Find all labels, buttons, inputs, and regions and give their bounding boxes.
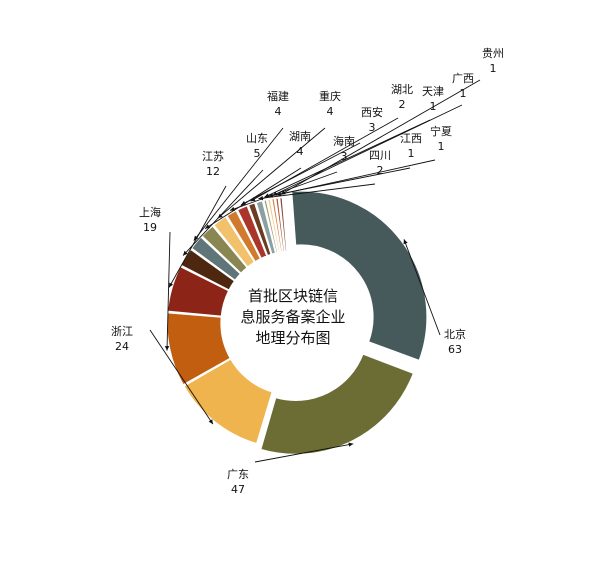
slice-label-重庆: 重庆 <box>319 89 341 103</box>
slice-value-山东: 5 <box>254 147 261 160</box>
arrowhead-湖北 <box>250 197 256 202</box>
center-title-line-3: 地理分布图 <box>255 329 330 347</box>
slice-江西 <box>267 198 281 254</box>
arrowhead-江西 <box>268 193 274 198</box>
slice-value-广西: 1 <box>460 87 467 100</box>
center-title: 首批区块链信 息服务备案企业 地理分布图 <box>240 287 345 347</box>
slice-label-天津: 天津 <box>422 85 444 98</box>
arrowhead-浙江 <box>208 419 213 425</box>
donut-slices <box>166 190 428 455</box>
slice-label-广东: 广东 <box>227 468 249 481</box>
slice-label-贵州: 贵州 <box>482 47 504 60</box>
slice-label-上海: 上海 <box>139 205 161 219</box>
slice-value-北京: 63 <box>448 343 462 356</box>
slice-label-福建: 福建 <box>267 89 289 103</box>
leader-宁夏 <box>276 159 436 196</box>
leader-贵州 <box>280 79 481 195</box>
slice-北京 <box>291 190 428 362</box>
slice-label-四川: 四川 <box>369 149 391 162</box>
slice-label-宁夏: 宁夏 <box>430 124 452 138</box>
slice-value-湖南: 4 <box>297 145 304 158</box>
leader-福建 <box>193 127 284 241</box>
slice-广西 <box>271 197 283 253</box>
slice-江苏 <box>166 265 230 317</box>
center-title-line-2: 息服务备案企业 <box>240 308 345 326</box>
arrowhead-上海 <box>164 346 170 351</box>
center-title-line-1: 首批区块链信 <box>248 287 338 305</box>
slice-value-浙江: 24 <box>115 340 129 353</box>
slice-浙江 <box>183 358 273 445</box>
slice-四川 <box>255 200 277 255</box>
leader-西安 <box>240 142 361 206</box>
leader-上海 <box>166 231 171 351</box>
arrowhead-北京 <box>403 239 408 245</box>
slice-value-广东: 47 <box>231 483 245 496</box>
slice-value-重庆: 4 <box>327 105 334 118</box>
leader-广西 <box>272 104 463 197</box>
slice-label-湖南: 湖南 <box>289 130 311 143</box>
arrowhead-宁夏 <box>276 191 282 197</box>
leader-广东 <box>254 443 354 463</box>
slice-天津 <box>263 199 279 254</box>
slice-山东 <box>180 248 236 291</box>
arrowhead-天津 <box>264 193 270 198</box>
slice-value-福建: 4 <box>275 105 282 118</box>
arrowhead-西安 <box>241 200 246 205</box>
arrowhead-广西 <box>272 191 278 196</box>
slice-label-北京: 北京 <box>444 327 466 341</box>
slice-label-海南: 海南 <box>333 134 355 148</box>
slice-label-西安: 西安 <box>361 105 383 119</box>
arrowhead-重庆 <box>217 213 223 219</box>
slice-贵州 <box>279 196 288 253</box>
slice-value-贵州: 1 <box>490 62 497 75</box>
slice-海南 <box>226 209 262 263</box>
slice-label-山东: 山东 <box>246 132 268 145</box>
slice-湖南 <box>201 225 248 275</box>
arrowhead-山东 <box>183 250 188 256</box>
leader-重庆 <box>217 127 326 219</box>
arrowhead-湖南 <box>205 224 211 229</box>
arrowhead-江苏 <box>168 282 174 288</box>
slice-value-湖北: 2 <box>399 98 406 111</box>
slice-value-江西: 1 <box>408 147 415 160</box>
leader-山东 <box>182 169 264 256</box>
leader-浙江 <box>149 329 214 425</box>
slice-label-广西: 广西 <box>452 72 474 85</box>
slice-label-江西: 江西 <box>400 132 422 145</box>
slice-label-湖北: 湖北 <box>391 83 413 96</box>
slice-value-宁夏: 1 <box>438 140 445 153</box>
slice-label-浙江: 浙江 <box>111 325 133 338</box>
slice-湖北 <box>247 202 272 257</box>
arrowhead-福建 <box>193 235 199 241</box>
slice-label-江苏: 江苏 <box>202 150 224 163</box>
arrowhead-贵州 <box>280 190 286 195</box>
arrowhead-广东 <box>348 442 354 447</box>
slice-value-海南: 3 <box>341 150 348 163</box>
arrowhead-四川 <box>258 195 264 201</box>
slice-福建 <box>190 236 242 282</box>
slice-value-四川: 2 <box>377 164 384 177</box>
leader-天津 <box>264 119 431 198</box>
leader-江苏 <box>168 185 227 288</box>
leader-湖北 <box>250 117 399 202</box>
arrowhead-海南 <box>229 206 235 211</box>
slice-value-上海: 19 <box>143 221 157 234</box>
slice-value-江苏: 12 <box>206 165 220 178</box>
leader-北京 <box>403 239 441 336</box>
slice-重庆 <box>212 215 256 268</box>
slice-上海 <box>166 312 232 386</box>
leader-lines <box>149 79 481 463</box>
slice-广东 <box>260 353 415 455</box>
slice-value-天津: 1 <box>430 100 437 113</box>
slice-labels: 北京63广东47浙江24上海19江苏12山东5福建4湖南4重庆4海南3西安3湖北… <box>111 47 504 496</box>
slice-value-西安: 3 <box>369 121 376 134</box>
leader-四川 <box>258 183 376 200</box>
slice-西安 <box>236 204 268 260</box>
slice-宁夏 <box>275 197 286 253</box>
